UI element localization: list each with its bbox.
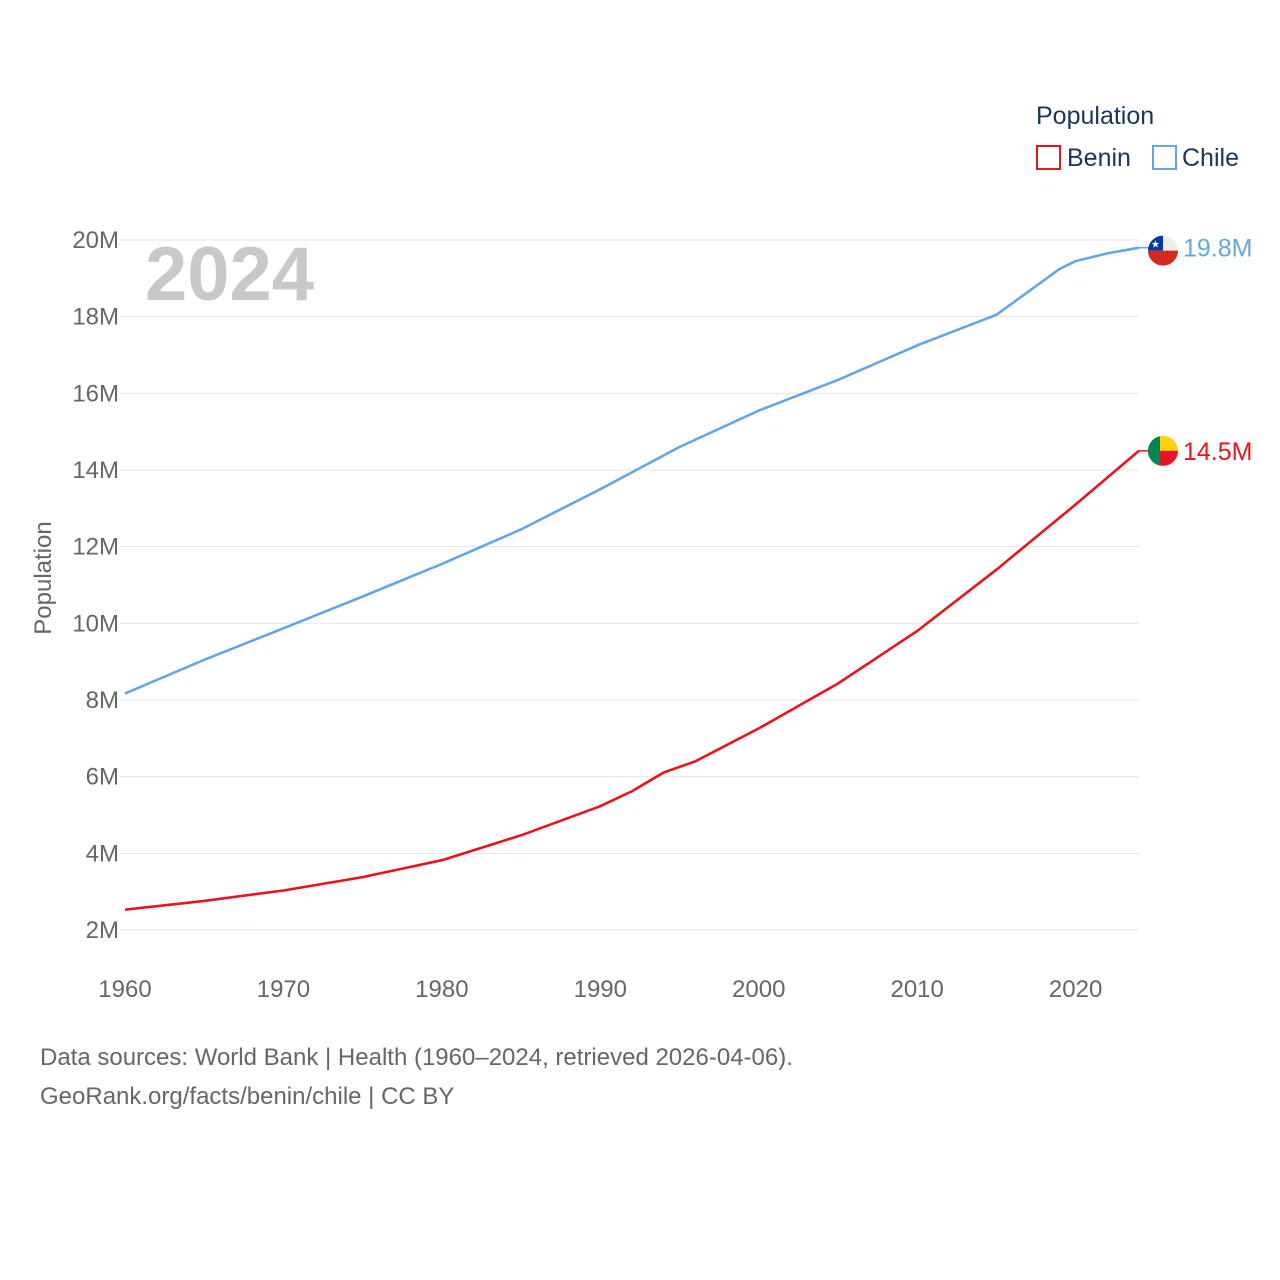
x-tick-label: 1980 — [415, 976, 468, 1003]
series-line-benin[interactable] — [124, 449, 1140, 911]
y-tick-label: 8M — [86, 687, 119, 714]
svg-text:★: ★ — [1151, 240, 1160, 251]
x-tick-label: 2020 — [1049, 976, 1102, 1003]
y-tick-label: 12M — [72, 534, 119, 561]
grid-lines — [120, 239, 1139, 931]
x-tick-label: 1960 — [98, 976, 151, 1003]
footer-credit: GeoRank.org/facts/benin/chile | CC BY — [40, 1083, 455, 1110]
y-tick-label: 14M — [72, 457, 119, 484]
end-label-benin: 14.5M — [1183, 438, 1252, 466]
legend-label-benin[interactable]: Benin — [1067, 144, 1131, 172]
legend-swatch-chile[interactable] — [1152, 145, 1177, 170]
y-tick-label: 16M — [72, 380, 119, 407]
x-tick-label: 1970 — [257, 976, 310, 1003]
legend-label-chile[interactable]: Chile — [1182, 144, 1239, 172]
y-tick-label: 6M — [86, 764, 119, 791]
x-tick-label: 2010 — [890, 976, 943, 1003]
y-axis-ticks: 2M 4M 6M 8M 10M 12M 14M 16M 18M 20M — [72, 227, 119, 944]
footer-sources: Data sources: World Bank | Health (1960–… — [40, 1044, 793, 1071]
chile-flag-icon: ★ — [1148, 235, 1178, 266]
series-lines — [124, 246, 1140, 911]
x-axis-ticks: 1960 1970 1980 1990 2000 2010 2020 — [98, 976, 1102, 1003]
end-label-chile: 19.8M — [1183, 235, 1252, 263]
legend-title: Population — [1036, 102, 1154, 130]
x-tick-label: 2000 — [732, 976, 785, 1003]
y-tick-label: 4M — [86, 840, 119, 867]
y-axis-label: Population — [30, 521, 57, 634]
y-tick-label: 20M — [72, 227, 119, 254]
legend: Population Benin Chile — [1036, 102, 1239, 172]
y-tick-label: 2M — [86, 917, 119, 944]
legend-swatch-benin[interactable] — [1036, 145, 1061, 170]
x-tick-label: 1990 — [574, 976, 627, 1003]
year-label: 2024 — [145, 232, 314, 317]
y-tick-label: 18M — [72, 304, 119, 331]
series-end-markers: 14.5M ★ 19.8M — [1139, 235, 1252, 466]
series-line-chile[interactable] — [124, 246, 1140, 695]
benin-flag-icon — [1148, 435, 1178, 466]
y-tick-label: 10M — [72, 610, 119, 637]
